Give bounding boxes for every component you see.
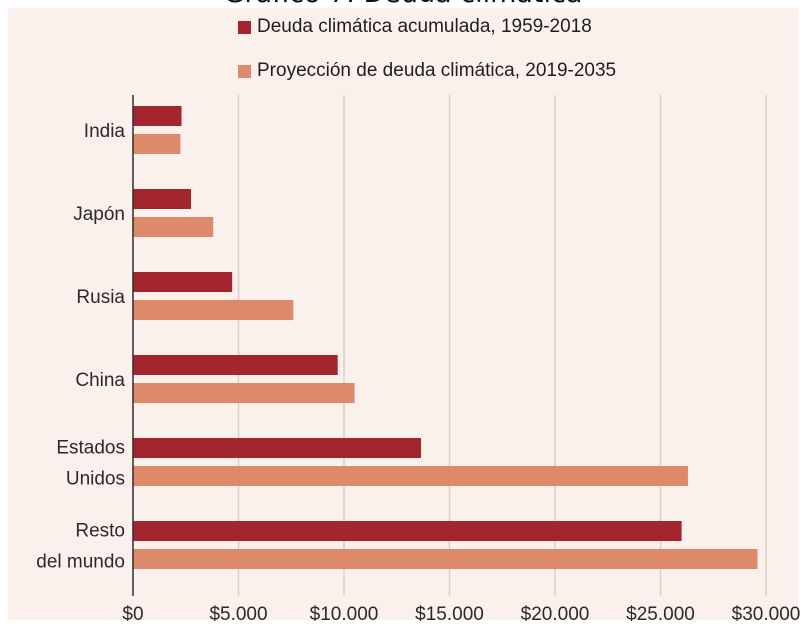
- x-tick-label: $15.000: [415, 604, 484, 625]
- legend-label-historical: Deuda climática acumulada, 1959-2018: [257, 16, 592, 37]
- bar-projection: [133, 134, 181, 154]
- bar-historical: [133, 189, 192, 209]
- bar-projection: [133, 383, 355, 403]
- x-tick-label: $0: [122, 604, 143, 625]
- chart-title: Gráfico 7. Deuda climática: [0, 0, 806, 9]
- bar-historical: [133, 438, 422, 458]
- category-label: Rusia: [76, 287, 125, 308]
- legend-swatch-historical: [238, 20, 251, 34]
- legend-item-projection: Proyección de deuda climática, 2019-2035: [238, 56, 616, 86]
- category-label: Estados: [56, 438, 125, 459]
- category-label: Unidos: [66, 469, 125, 490]
- category-label: Japón: [73, 204, 125, 225]
- x-tick-label: $10.000: [310, 604, 379, 625]
- category-label: India: [84, 121, 126, 142]
- category-label: Resto: [75, 521, 125, 542]
- x-tick-label: $30.000: [732, 604, 801, 625]
- bar-projection: [133, 217, 214, 237]
- bar-projection: [133, 466, 688, 486]
- bar-historical: [133, 106, 182, 126]
- bar-historical: [133, 521, 682, 541]
- x-tick-label: $20.000: [521, 604, 590, 625]
- legend-label-projection: Proyección de deuda climática, 2019-2035: [257, 60, 617, 81]
- bar-projection: [133, 549, 758, 569]
- x-tick-label: $25.000: [626, 604, 695, 625]
- bar-projection: [133, 300, 294, 320]
- bar-historical: [133, 272, 233, 292]
- legend-item-historical: Deuda climática acumulada, 1959-2018: [238, 12, 616, 42]
- chart-legend: Deuda climática acumulada, 1959-2018 Pro…: [238, 12, 616, 100]
- category-label: China: [75, 370, 125, 391]
- category-label: del mundo: [36, 552, 125, 573]
- legend-swatch-projection: [238, 64, 251, 78]
- bar-historical: [133, 355, 338, 375]
- x-tick-label: $5.000: [209, 604, 267, 625]
